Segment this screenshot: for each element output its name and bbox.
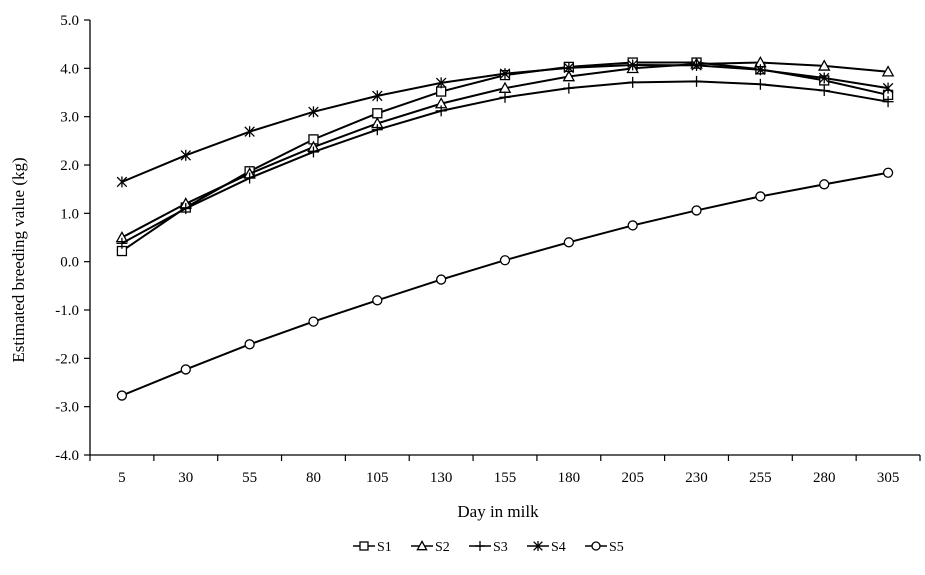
data-point-s4 <box>563 62 575 74</box>
data-point-s4 <box>755 64 766 76</box>
legend-label: S4 <box>551 540 566 555</box>
data-point-s5 <box>244 339 255 350</box>
data-point-s3 <box>435 105 447 117</box>
data-point-s5 <box>882 167 894 178</box>
legend-swatch-marker <box>359 541 369 551</box>
legend-swatch-marker <box>475 541 485 551</box>
data-point-s4 <box>818 72 830 84</box>
data-point-s1 <box>372 108 383 119</box>
data-point-s4 <box>627 59 638 71</box>
x-tick-label: 80 <box>306 470 321 486</box>
data-point-s3 <box>691 75 703 87</box>
data-point-s3 <box>818 85 830 97</box>
x-tick-label: 5 <box>118 470 126 486</box>
data-point-s5 <box>499 255 511 266</box>
legend-label: S1 <box>377 540 392 555</box>
x-tick-label: 205 <box>621 470 644 486</box>
y-tick-label: -1.0 <box>55 303 79 319</box>
x-tick-label: 230 <box>685 470 708 486</box>
data-point-s4 <box>180 149 192 161</box>
data-point-s4 <box>499 68 511 80</box>
data-point-s3 <box>307 146 319 158</box>
data-point-s3 <box>882 96 894 108</box>
data-point-s4 <box>244 126 255 138</box>
data-point-s2 <box>817 59 831 71</box>
legend-swatch-marker <box>591 541 601 551</box>
x-tick-label: 130 <box>430 470 453 486</box>
data-point-s5 <box>819 179 830 190</box>
data-point-s4 <box>435 77 447 89</box>
series-layer <box>115 56 895 401</box>
y-tick-label: -2.0 <box>55 351 79 367</box>
x-tick-label: 180 <box>558 470 581 486</box>
x-tick-label: 280 <box>813 470 836 486</box>
series-line-s3 <box>121 80 889 245</box>
x-axis-title: Day in milk <box>457 502 539 521</box>
legend: S1 S2 S3 S4 S5 <box>353 540 624 555</box>
data-point-s3 <box>244 172 256 184</box>
series-s3 <box>116 75 894 249</box>
legend-swatch-marker <box>533 541 543 551</box>
y-tick-label: 2.0 <box>60 158 79 174</box>
x-tick-label: 305 <box>877 470 900 486</box>
axes: -4.0 -3.0 -2.0 -1.0 0.0 1.0 2.0 3.0 4.0 5.0 5 30 55 8… <box>55 13 921 486</box>
series-s4 <box>116 59 894 188</box>
data-point-s5 <box>308 316 319 327</box>
x-tick-label: 155 <box>494 470 517 486</box>
x-tick-label: 30 <box>178 470 193 486</box>
legend-label: S3 <box>493 540 508 555</box>
x-tick-label: 55 <box>242 470 257 486</box>
data-point-s3 <box>499 91 511 103</box>
data-point-s4 <box>882 82 894 94</box>
data-point-s1 <box>436 86 447 97</box>
data-point-s4 <box>691 59 702 71</box>
data-point-s5 <box>627 220 638 231</box>
y-tick-label: 4.0 <box>60 61 79 77</box>
data-point-s4 <box>116 176 128 188</box>
data-point-s5 <box>691 205 702 216</box>
data-point-s5 <box>755 191 766 202</box>
legend-item-s3: S3 <box>469 540 508 555</box>
series-s5 <box>116 167 894 401</box>
legend-label: S2 <box>435 540 450 555</box>
data-point-s3 <box>754 78 766 90</box>
data-point-s5 <box>180 364 191 375</box>
y-tick-label: 3.0 <box>60 110 79 126</box>
data-point-s2 <box>562 70 576 82</box>
data-point-s3 <box>627 76 639 88</box>
legend-swatch-marker <box>416 540 428 551</box>
data-point-s4 <box>372 90 383 102</box>
legend-item-s4: S4 <box>527 540 566 555</box>
series-line-s5 <box>121 171 889 397</box>
legend-item-s1: S1 <box>353 540 392 555</box>
data-point-s5 <box>372 295 383 306</box>
x-tick-label: 105 <box>366 470 389 486</box>
data-point-s4 <box>308 106 319 118</box>
y-tick-label: 0.0 <box>60 255 79 271</box>
legend-item-s2: S2 <box>411 540 450 555</box>
data-point-s5 <box>563 237 574 248</box>
data-point-s3 <box>180 203 192 214</box>
y-axis-title: Estimated breeding value (kg) <box>9 157 28 362</box>
data-point-s2 <box>881 65 895 77</box>
y-tick-label: -4.0 <box>55 448 79 464</box>
legend-label: S5 <box>609 540 624 555</box>
data-point-s3 <box>563 82 575 94</box>
y-tick-label: 5.0 <box>60 13 79 29</box>
x-tick-label: 255 <box>749 470 772 486</box>
data-point-s5 <box>436 274 447 285</box>
y-tick-label: 1.0 <box>60 206 79 222</box>
data-point-s5 <box>116 390 128 401</box>
legend-item-s5: S5 <box>585 540 624 555</box>
data-point-s3 <box>371 124 383 136</box>
data-point-s3 <box>116 237 128 249</box>
y-tick-label: -3.0 <box>55 400 79 416</box>
